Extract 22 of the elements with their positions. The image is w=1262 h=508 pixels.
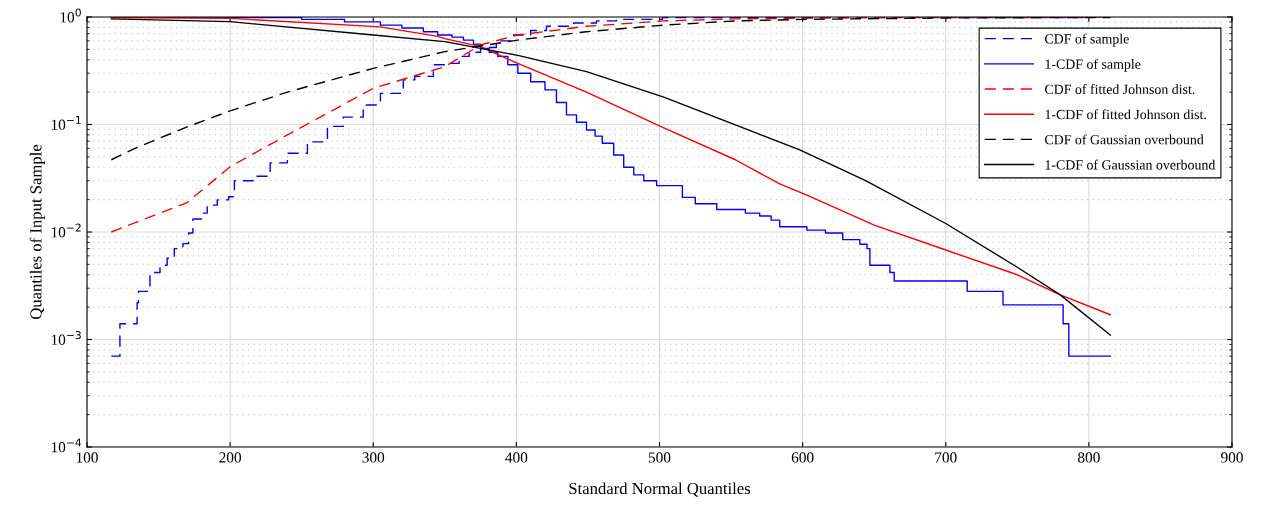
legend-label: CDF of fitted Johnson dist. [1045,84,1195,95]
legend-label: CDF of sample [1045,33,1129,47]
legend-label: 1-CDF of sample [1045,58,1141,72]
y-tick-label: 10$^{0}$ [60,8,81,23]
y-tick-label: 10$^{−3}$ [51,331,81,345]
x-tick-label: 800 [1078,452,1100,463]
x-axis-title: Standard Normal Quantiles [569,482,751,497]
x-tick-label: 700 [935,452,957,463]
legend-label: 1-CDF of Gaussian overbound [1045,159,1216,170]
legend-label: 1-CDF of fitted Johnson dist. [1045,109,1206,120]
x-tick-label: 100 [76,452,98,463]
x-tick-label: 900 [1221,452,1243,463]
y-tick-label: 10$^{−2}$ [51,223,81,238]
y-tick-label: 10$^{−1}$ [51,116,81,130]
y-axis-title: Quantiles of Input Sample [29,144,45,320]
y-tick-label: 10$^{−4}$ [51,438,82,453]
legend-label: CDF of Gaussian overbound [1045,134,1204,145]
x-tick-label: 400 [505,452,528,463]
x-tick-label: 200 [219,452,241,463]
x-tick-label: 600 [791,452,814,463]
x-tick-label: 300 [362,452,385,463]
x-tick-label: 500 [648,452,671,463]
